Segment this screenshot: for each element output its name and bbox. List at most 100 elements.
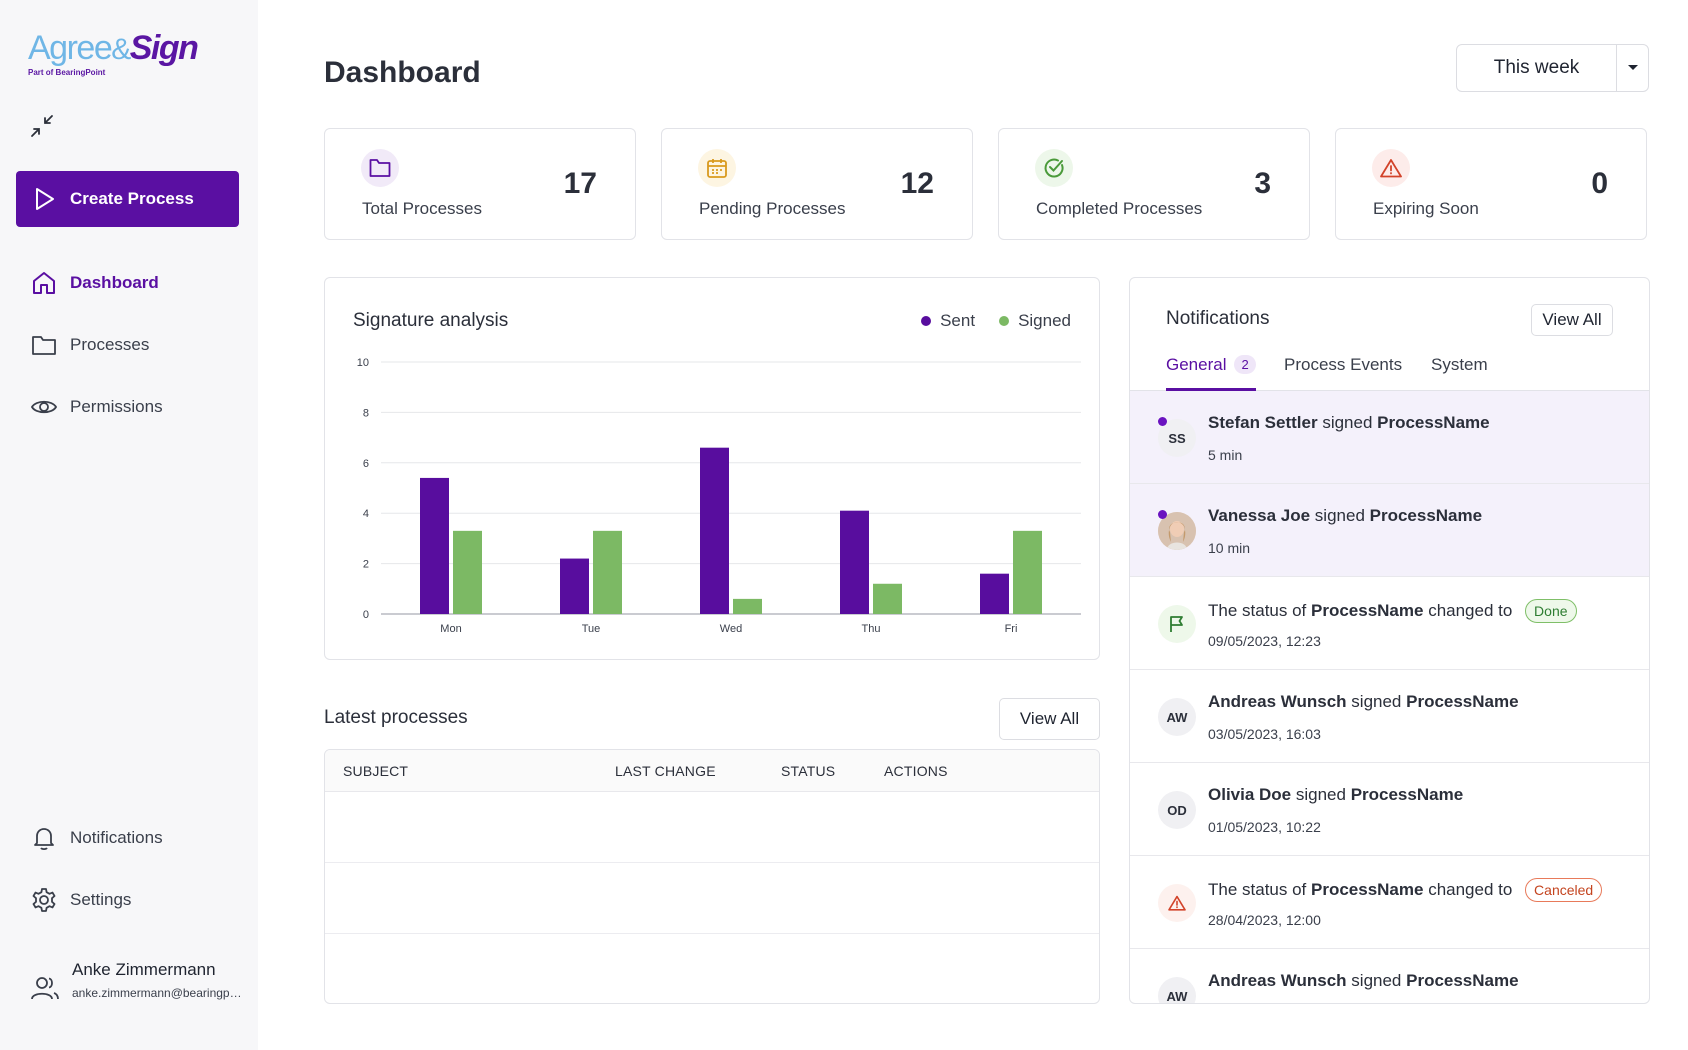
x-tick-label: Wed <box>720 623 742 635</box>
stat-card-completed[interactable]: Completed Processes 3 <box>998 128 1310 240</box>
tab-label: General <box>1166 355 1227 374</box>
notification-time: 28/04/2023, 12:00 <box>1208 912 1321 928</box>
notification-process: ProcessName <box>1311 880 1424 899</box>
notification-item[interactable]: AW Andreas Wunsch signed ProcessName <box>1130 949 1649 1003</box>
notification-process: ProcessName <box>1406 971 1519 990</box>
notification-process: ProcessName <box>1311 601 1424 620</box>
y-tick-label: 4 <box>363 508 369 520</box>
y-tick-label: 2 <box>363 559 369 571</box>
warning-icon <box>1158 884 1196 922</box>
bar-signed-thu <box>873 583 902 614</box>
stat-value: 0 <box>1591 167 1608 200</box>
stat-card-total[interactable]: Total Processes 17 <box>324 128 636 240</box>
eye-icon <box>30 393 58 421</box>
notification-item[interactable]: OD Olivia Doe signed ProcessName 01/05/2… <box>1130 763 1649 856</box>
notification-process: ProcessName <box>1406 692 1519 711</box>
tab-process-events[interactable]: Process Events <box>1284 353 1402 391</box>
stat-value: 12 <box>900 167 934 200</box>
sidebar-item-processes[interactable]: Processes <box>30 330 149 360</box>
notification-user: Stefan Settler <box>1208 413 1318 432</box>
calendar-icon <box>698 149 736 187</box>
bar-signed-wed <box>733 598 762 614</box>
home-icon <box>30 269 58 297</box>
latest-processes-view-all-button[interactable]: View All <box>999 698 1100 740</box>
notification-item[interactable]: SS Stefan Settler signed ProcessName 5 m… <box>1130 391 1649 484</box>
legend-label: Sent <box>940 311 976 330</box>
user-name: Anke Zimmermann <box>72 960 216 979</box>
notification-action: signed <box>1346 692 1407 711</box>
sidebar: Agree&Sign Part of BearingPoint Create P… <box>0 0 258 1050</box>
create-process-label: Create Process <box>70 189 194 208</box>
stat-label: Total Processes <box>362 199 482 218</box>
gear-icon <box>30 886 58 914</box>
logo-subtitle: Part of BearingPoint <box>28 68 106 77</box>
unread-indicator <box>1158 510 1167 519</box>
period-select[interactable]: This week <box>1456 44 1649 92</box>
user-profile[interactable]: Anke Zimmermann anke.zimmermann@bearingp… <box>30 960 242 1007</box>
tab-label: Process Events <box>1284 355 1403 374</box>
tab-system[interactable]: System <box>1431 353 1488 391</box>
signature-chart: 0 2 4 6 8 10 Mon Tue Wed Thu Fri <box>357 357 1081 635</box>
notifications-card: Notifications View All General 2 Process… <box>1129 277 1650 1004</box>
column-header-actions[interactable]: ACTIONS <box>884 763 948 779</box>
flag-icon <box>1158 605 1196 643</box>
stat-label: Completed Processes <box>1036 199 1203 218</box>
column-header-subject[interactable]: SUBJECT <box>343 763 409 779</box>
sidebar-item-settings[interactable]: Settings <box>30 885 131 915</box>
stat-card-expiring[interactable]: Expiring Soon 0 <box>1335 128 1647 240</box>
sidebar-item-dashboard[interactable]: Dashboard <box>30 268 159 298</box>
sidebar-item-permissions[interactable]: Permissions <box>30 392 163 422</box>
notification-process: ProcessName <box>1350 785 1464 804</box>
latest-processes-table: SUBJECT LAST CHANGE STATUS ACTIONS <box>324 749 1100 1004</box>
avatar: OD <box>1158 791 1196 829</box>
folder-icon <box>361 149 399 187</box>
notification-action: signed <box>1291 785 1351 804</box>
notification-tabs: General 2 Process Events System <box>1130 353 1649 391</box>
folder-icon <box>30 331 58 359</box>
notification-item[interactable]: Vanessa Joe signed ProcessName 10 min <box>1130 484 1649 577</box>
tab-count-badge: 2 <box>1234 355 1256 374</box>
bell-icon <box>30 824 58 852</box>
table-row <box>325 934 1099 1003</box>
tab-general[interactable]: General 2 <box>1166 353 1256 391</box>
avatar: AW <box>1158 977 1196 1003</box>
page-title: Dashboard <box>324 56 481 89</box>
notification-item[interactable]: AW Andreas Wunsch signed ProcessName 03/… <box>1130 670 1649 763</box>
notification-item[interactable]: The status of ProcessName changed to Can… <box>1130 856 1649 949</box>
column-header-status[interactable]: STATUS <box>781 763 836 779</box>
x-tick-label: Tue <box>582 623 601 635</box>
notification-text: changed to <box>1423 880 1518 899</box>
notification-process: ProcessName <box>1377 413 1490 432</box>
app-logo[interactable]: Agree&Sign Part of BearingPoint <box>28 28 199 77</box>
bar-sent-tue <box>560 558 589 614</box>
sidebar-item-label: Settings <box>70 890 132 909</box>
stat-card-pending[interactable]: Pending Processes 12 <box>661 128 973 240</box>
sidebar-item-label: Permissions <box>70 397 163 416</box>
sidebar-item-notifications[interactable]: Notifications <box>30 823 163 853</box>
notification-user: Andreas Wunsch <box>1208 692 1347 711</box>
stat-value: 3 <box>1254 167 1271 200</box>
logo-text-agree: Agree <box>28 29 113 67</box>
column-header-last-change[interactable]: LAST CHANGE <box>615 763 716 779</box>
chevron-down-icon[interactable] <box>1617 45 1648 91</box>
bar-signed-tue <box>593 530 622 614</box>
notification-action: signed <box>1310 506 1370 525</box>
latest-processes-title: Latest processes <box>324 707 468 728</box>
notification-action: signed <box>1346 971 1407 990</box>
y-tick-label: 0 <box>363 609 369 621</box>
legend-item-signed: Signed <box>999 311 1071 331</box>
collapse-sidebar-icon[interactable] <box>28 112 56 140</box>
notification-time: 5 min <box>1208 447 1243 463</box>
create-process-button[interactable]: Create Process <box>16 171 239 227</box>
avatar: AW <box>1158 698 1196 736</box>
check-circle-icon <box>1035 149 1073 187</box>
notification-time: 10 min <box>1208 540 1251 556</box>
notifications-view-all-button[interactable]: View All <box>1531 304 1613 336</box>
logo-ampersand: & <box>111 33 131 66</box>
y-tick-label: 6 <box>363 458 369 470</box>
notification-user: Andreas Wunsch <box>1208 971 1347 990</box>
notification-item[interactable]: The status of ProcessName changed to Don… <box>1130 577 1649 670</box>
legend-swatch <box>999 316 1010 326</box>
notification-action: signed <box>1317 413 1378 432</box>
tab-label: System <box>1431 355 1488 374</box>
